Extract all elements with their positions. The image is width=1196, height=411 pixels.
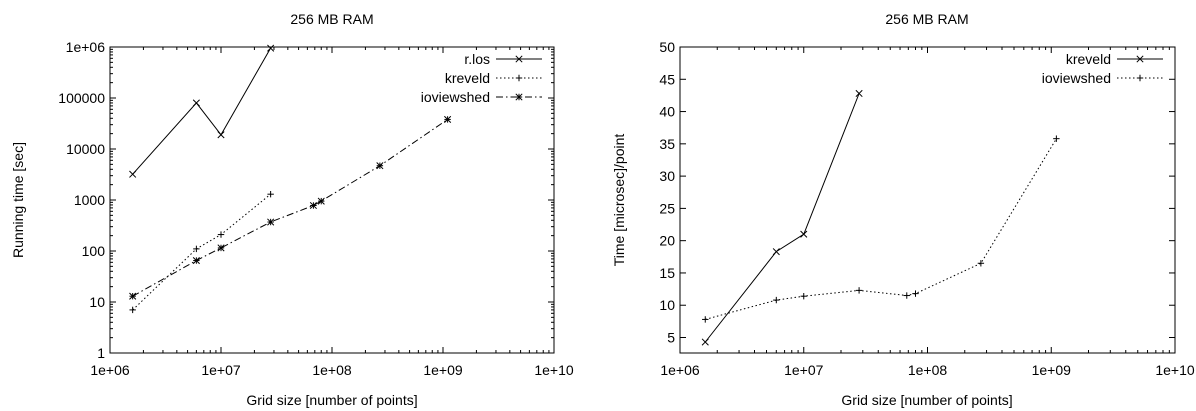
data-point — [800, 292, 807, 300]
data-point — [217, 231, 225, 238]
axis-ticks: 1e+06 1e+07 1e+08 1e+09 1e+10 1 10 100 1000 10000… — [58, 39, 574, 378]
legend-label: r.los — [464, 51, 490, 67]
data-point — [193, 245, 200, 253]
legend-item: kreveld — [1066, 51, 1163, 67]
x-tick-label: 1e+10 — [1155, 362, 1195, 378]
x-axis-label: Grid size [number of points] — [246, 392, 417, 408]
data-point — [855, 287, 863, 294]
series-line — [132, 47, 272, 175]
legend-label: ioviewshed — [421, 89, 490, 105]
data-point — [444, 115, 452, 123]
axis-ticks: 1e+06 1e+07 1e+08 1e+09 1e+10 5 10 15 20 25 30 35 40… — [659, 39, 1194, 378]
x-tick-label: 1e+09 — [423, 362, 463, 378]
x-tick-label: 1e+08 — [312, 362, 352, 378]
y-tick-label: 50 — [659, 39, 675, 55]
data-point — [1136, 74, 1144, 82]
series-layer — [701, 89, 1060, 346]
y-axis-label: Time [microsec]/point — [611, 134, 627, 267]
y-tick-label: 40 — [659, 104, 675, 120]
y-tick-label: 20 — [659, 233, 675, 249]
y-tick-label: 35 — [659, 136, 675, 152]
running-time-chart: 256 MB RAM Grid size [number of points] … — [10, 11, 574, 408]
x-tick-label: 1e+07 — [201, 362, 241, 378]
data-point — [129, 292, 137, 300]
time-per-point-chart: 256 MB RAM Grid size [number of points] … — [611, 11, 1195, 408]
y-tick-label: 30 — [659, 168, 675, 184]
series-ioviewshed — [129, 115, 452, 300]
series-kreveld — [129, 190, 274, 314]
data-point — [217, 244, 225, 252]
x-axis-label: Grid size [number of points] — [841, 392, 1012, 408]
x-tick-label: 1e+08 — [908, 362, 948, 378]
y-tick-label: 100 — [82, 243, 106, 259]
y-tick-label: 45 — [659, 71, 675, 87]
x-tick-label: 1e+06 — [90, 362, 130, 378]
data-point — [317, 197, 325, 205]
series-line — [705, 138, 1057, 320]
y-tick-label: 5 — [667, 330, 675, 346]
legend: kreveld ioviewshed — [1042, 51, 1163, 86]
data-point — [192, 256, 200, 265]
data-point — [773, 296, 780, 304]
series-kreveld — [701, 89, 863, 346]
y-tick-label: 100000 — [58, 90, 105, 106]
legend-label: kreveld — [1066, 51, 1111, 67]
data-point — [376, 162, 384, 170]
series-line — [132, 118, 448, 297]
x-tick-label: 1e+10 — [534, 362, 574, 378]
data-point — [217, 131, 225, 139]
data-point — [267, 218, 275, 226]
data-point — [702, 316, 709, 323]
data-point — [912, 290, 919, 297]
data-point — [515, 74, 523, 82]
y-tick-label: 15 — [659, 265, 675, 281]
y-tick-label: 1e+06 — [66, 39, 106, 55]
x-tick-label: 1e+07 — [784, 362, 824, 378]
data-point — [192, 99, 200, 107]
data-point — [129, 306, 136, 314]
data-point — [701, 338, 709, 346]
data-point — [515, 55, 523, 63]
legend: r.los kreveld ioviewshed — [421, 51, 542, 105]
series-r.los — [129, 44, 275, 178]
chart-title: 256 MB RAM — [290, 11, 373, 27]
y-tick-label: 1 — [97, 345, 105, 361]
legend-item: ioviewshed — [421, 89, 542, 105]
series-line — [132, 193, 271, 311]
plot-frame — [679, 46, 1176, 354]
x-tick-label: 1e+09 — [1032, 362, 1072, 378]
y-axis-label: Running time [sec] — [10, 142, 26, 258]
y-tick-label: 25 — [659, 200, 675, 216]
y-tick-label: 1000 — [74, 192, 105, 208]
data-point — [1136, 55, 1144, 63]
chart-title: 256 MB RAM — [885, 11, 968, 27]
y-tick-label: 10 — [89, 294, 105, 310]
series-ioviewshed — [702, 135, 1060, 323]
data-point — [977, 260, 985, 267]
data-point — [800, 230, 808, 238]
legend-label: ioviewshed — [1042, 70, 1111, 86]
y-tick-label: 10000 — [66, 141, 105, 157]
y-tick-label: 10 — [659, 297, 675, 313]
legend-item: kreveld — [445, 70, 542, 86]
x-tick-label: 1e+06 — [660, 362, 700, 378]
data-point — [772, 248, 780, 256]
data-point — [855, 89, 863, 98]
data-point — [129, 170, 137, 178]
series-layer — [129, 44, 452, 314]
data-point — [1053, 135, 1060, 142]
legend-label: kreveld — [445, 70, 490, 86]
data-point — [903, 292, 910, 299]
series-line — [704, 93, 860, 343]
data-point — [309, 201, 317, 210]
data-point — [515, 93, 523, 101]
legend-item: r.los — [464, 51, 542, 67]
data-point — [267, 44, 275, 52]
legend-item: ioviewshed — [1042, 70, 1163, 86]
data-point — [267, 190, 274, 198]
